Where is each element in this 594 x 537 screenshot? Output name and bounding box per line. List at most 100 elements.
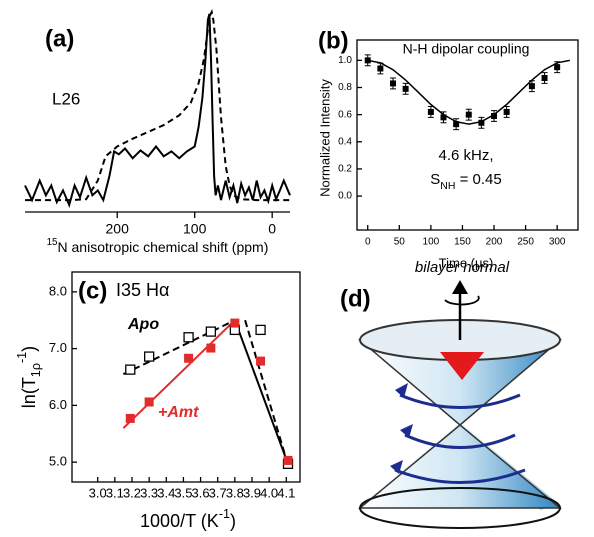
- marker: [377, 65, 384, 72]
- x-tick-label: 3.1: [106, 485, 124, 500]
- annotation: I35 Hα: [116, 280, 169, 300]
- y-tick-label: 8.0: [49, 283, 67, 298]
- x-axis-label-part: N anisotropic chemical shift (ppm): [58, 239, 269, 255]
- y-tick-label: 1.0: [338, 55, 352, 66]
- marker: [184, 353, 194, 363]
- marker: [125, 413, 135, 423]
- panel-title: (d): [340, 285, 371, 312]
- marker: [255, 324, 266, 336]
- annotation: L26: [52, 89, 80, 108]
- panel-title: (c): [78, 277, 107, 304]
- panel-0: 200 100 0 (a) L26 15N anisotropic chemical sh…: [24, 9, 291, 255]
- y-tick-label: 0.2: [338, 164, 352, 175]
- x-axis-label: Time (μs): [439, 255, 494, 270]
- x-axis-label-part: 15: [47, 237, 58, 248]
- fit-line: [233, 319, 288, 460]
- y-tick-label: 0.8: [338, 82, 352, 93]
- x-tick-label: 50: [394, 237, 406, 248]
- fit-line: [244, 319, 288, 460]
- x-tick-label: 0: [365, 237, 371, 248]
- marker: [125, 364, 136, 375]
- order-label-part: S: [430, 171, 440, 188]
- y-axis-label-part: -1: [15, 352, 29, 363]
- y-axis-label: Normalized Intensity: [317, 79, 332, 197]
- panel-2: 3.0 3.1 3.2 3.3 3.4 3.5 3.6 3.7 3.8 3.9 4.0 4.1 5.0 6…: [15, 271, 301, 531]
- x-tick-label: 250: [517, 237, 534, 248]
- series-label: Apo: [127, 316, 159, 333]
- arrow-head: [452, 280, 468, 294]
- annotation: bilayer normal: [415, 259, 510, 276]
- marker: [283, 455, 293, 465]
- y-tick-label: 6.0: [49, 397, 67, 412]
- x-tick-label: 200: [486, 237, 503, 248]
- marker: [503, 108, 510, 115]
- series-label: +Amt: [158, 404, 199, 421]
- marker: [205, 326, 217, 337]
- x-tick-label: 3.2: [123, 485, 141, 500]
- x-tick-label: 3.7: [209, 485, 227, 500]
- marker: [427, 108, 434, 115]
- order-label-part: NH: [440, 180, 455, 192]
- marker: [478, 119, 485, 126]
- marker: [256, 356, 266, 366]
- spiral-heads: [390, 383, 413, 474]
- marker: [440, 114, 447, 121]
- y-tick-label: 5.0: [49, 454, 67, 469]
- fit-line: [122, 319, 236, 429]
- spectrum: [25, 9, 290, 202]
- rotation-arrow: [444, 295, 480, 306]
- x-tick-label: 3.8: [226, 485, 244, 500]
- y-tick-label: 7.0: [49, 340, 67, 355]
- fit-curve: [367, 59, 570, 125]
- panel-d: (d) bilayer normal: [340, 259, 563, 529]
- x-tick-label: 3.3: [140, 485, 158, 500]
- fit-label-part: 4.6 kHz,: [438, 147, 493, 164]
- x-axis-label: 1000/T (K-1): [140, 507, 236, 530]
- x-tick-label: 3.6: [192, 485, 210, 500]
- marker: [491, 113, 498, 119]
- y-tick-label: 0.0: [338, 191, 352, 202]
- y-tick-label: 0.4: [338, 136, 352, 147]
- x-axis-label-part: ): [230, 511, 236, 531]
- y-axis-label-part: ln(T: [19, 377, 39, 408]
- marker: [402, 85, 409, 92]
- x-tick-label: 100: [183, 221, 207, 237]
- x-tick-label: 100: [423, 237, 440, 248]
- marker: [230, 318, 240, 328]
- marker: [144, 397, 154, 407]
- x-tick-label: 200: [106, 221, 130, 237]
- marker: [465, 111, 472, 118]
- fit-label: 4.6 kHz,: [438, 147, 493, 164]
- x-tick-label: 300: [549, 237, 566, 248]
- order-label: SNH = 0.45: [430, 171, 501, 192]
- annotation: N-H dipolar coupling: [403, 41, 530, 57]
- lower-cone: [357, 424, 563, 509]
- x-tick-label: 3.0: [89, 485, 107, 500]
- x-tick-label: 4.0: [260, 485, 278, 500]
- spiral: [394, 393, 526, 484]
- marker: [364, 57, 371, 64]
- order-label-part: = 0.45: [455, 171, 501, 188]
- spectrum: [24, 13, 291, 209]
- marker: [554, 64, 561, 71]
- bottom-rim: [359, 487, 561, 529]
- plot-frame: [71, 271, 301, 483]
- x-axis-label-part: 1000/T (K: [140, 511, 219, 531]
- marker: [206, 343, 216, 353]
- y-axis-label-part: ): [19, 346, 39, 352]
- panel-title: (a): [45, 25, 74, 52]
- marker: [453, 121, 460, 128]
- x-tick-label: 3.5: [174, 485, 192, 500]
- marker: [143, 351, 155, 362]
- y-tick-label: 0.6: [338, 109, 352, 120]
- director: [440, 352, 484, 380]
- x-tick-label: 150: [454, 237, 471, 248]
- x-tick-label: 0: [268, 221, 276, 237]
- panel-title: (b): [318, 27, 349, 54]
- marker: [183, 332, 194, 343]
- y-axis-label-part: 1ρ: [29, 363, 43, 377]
- marker: [541, 75, 548, 81]
- marker: [389, 80, 396, 87]
- x-axis-label-part: -1: [219, 507, 230, 521]
- y-axis-label: ln(T1ρ-1): [15, 346, 43, 408]
